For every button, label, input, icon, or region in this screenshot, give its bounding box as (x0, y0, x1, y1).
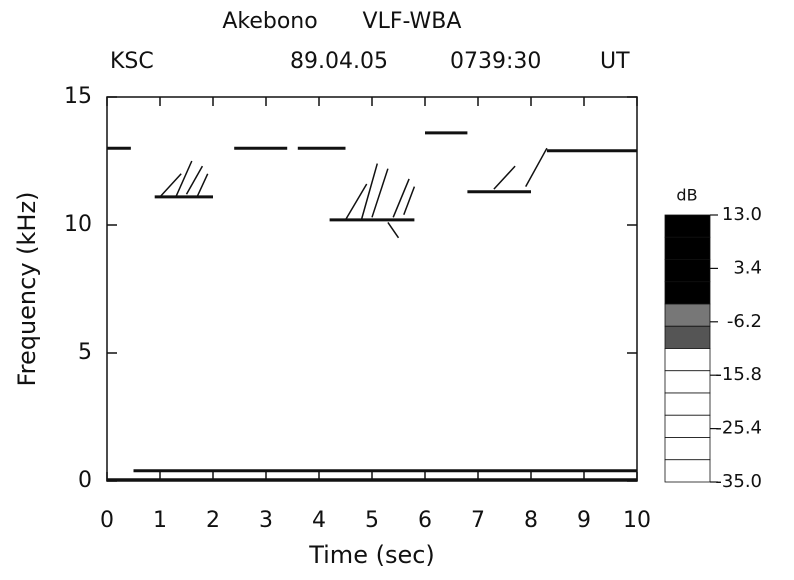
colorbar-level (664, 281, 711, 305)
chorus-element (493, 165, 516, 190)
station: KSC (110, 49, 154, 74)
y-tick-label: 10 (64, 212, 92, 237)
colorbar-level (664, 259, 711, 283)
colorbar-level (664, 303, 711, 327)
x-tick-label: 3 (259, 508, 273, 533)
x-axis-title: Time (sec) (308, 541, 435, 569)
colorbar-level (664, 214, 711, 238)
x-tick-label: 9 (577, 508, 591, 533)
chorus-element (196, 173, 209, 198)
colorbar-tick-label: -6.2 (727, 311, 762, 332)
colorbar-level (664, 236, 711, 260)
colorbar-level (664, 370, 711, 394)
date: 89.04.05 (290, 49, 388, 74)
chart-subtitle: VLF-WBA (363, 9, 462, 34)
chart-title: Akebono (222, 9, 317, 34)
y-tick-label: 15 (64, 84, 92, 109)
time: 0739:30 (450, 49, 541, 74)
x-tick-label: 10 (623, 508, 651, 533)
time-zone: UT (600, 49, 630, 74)
colorbar-tick-label: -35.0 (715, 471, 762, 492)
chorus-element (371, 168, 389, 218)
chorus-element (344, 183, 368, 221)
x-tick-label: 7 (471, 508, 485, 533)
colorbar-level (664, 414, 711, 438)
x-tick-label: 6 (418, 508, 432, 533)
colorbar-level (664, 459, 711, 483)
x-tick-label: 2 (206, 508, 220, 533)
x-tick-label: 4 (312, 508, 326, 533)
chorus-element (387, 222, 400, 239)
y-tick-label: 0 (78, 468, 92, 493)
chorus-element (159, 173, 182, 198)
plot-frame (106, 96, 638, 482)
colorbar-tick-label: -25.4 (715, 418, 762, 439)
colorbar-tick-label: 13.0 (722, 204, 762, 225)
colorbar-tick-label: -15.8 (715, 364, 762, 385)
x-tick-label: 8 (524, 508, 538, 533)
chorus-element (525, 147, 548, 187)
chorus-element (175, 160, 193, 198)
colorbar-level (664, 392, 711, 416)
chorus-element (360, 163, 379, 221)
y-axis-title: Frequency (kHz) (13, 192, 41, 387)
colorbar-level (664, 348, 711, 372)
y-tick-label: 5 (78, 340, 92, 365)
chorus-element (392, 178, 410, 218)
x-tick-label: 1 (153, 508, 167, 533)
x-tick-label: 5 (365, 508, 379, 533)
chorus-element (185, 165, 204, 195)
colorbar-tick-label: 3.4 (733, 257, 762, 278)
colorbar-level (664, 325, 711, 349)
chorus-element (403, 186, 416, 216)
x-tick-label: 0 (100, 508, 114, 533)
colorbar-label: dB (676, 186, 697, 205)
colorbar-level (664, 437, 711, 461)
